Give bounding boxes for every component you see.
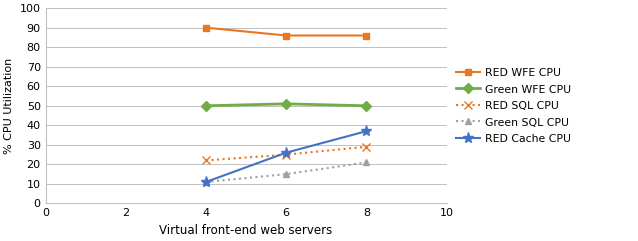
Green WFE CPU xyxy=(362,104,370,107)
RED WFE CPU xyxy=(202,26,210,29)
Line: RED SQL CPU: RED SQL CPU xyxy=(202,143,371,165)
Line: Green SQL CPU: Green SQL CPU xyxy=(202,159,370,185)
RED SQL CPU xyxy=(362,145,370,148)
Green WFE CPU xyxy=(283,102,290,105)
RED WFE CPU xyxy=(362,34,370,37)
Line: RED Cache CPU: RED Cache CPU xyxy=(200,126,372,187)
Legend: RED WFE CPU, Green WFE CPU, RED SQL CPU, Green SQL CPU, RED Cache CPU: RED WFE CPU, Green WFE CPU, RED SQL CPU,… xyxy=(456,67,572,144)
Line: Green WFE CPU: Green WFE CPU xyxy=(202,100,370,109)
Green SQL CPU xyxy=(202,181,210,183)
RED SQL CPU xyxy=(283,153,290,156)
Green SQL CPU xyxy=(283,173,290,176)
Green SQL CPU xyxy=(362,161,370,164)
RED Cache CPU xyxy=(202,181,210,183)
Line: RED WFE CPU: RED WFE CPU xyxy=(202,24,370,39)
RED Cache CPU xyxy=(283,151,290,154)
RED Cache CPU xyxy=(362,130,370,133)
RED WFE CPU xyxy=(283,34,290,37)
Y-axis label: % CPU Utilization: % CPU Utilization xyxy=(4,58,14,154)
RED SQL CPU xyxy=(202,159,210,162)
X-axis label: Virtual front-end web servers: Virtual front-end web servers xyxy=(160,224,332,237)
Green WFE CPU xyxy=(202,104,210,107)
